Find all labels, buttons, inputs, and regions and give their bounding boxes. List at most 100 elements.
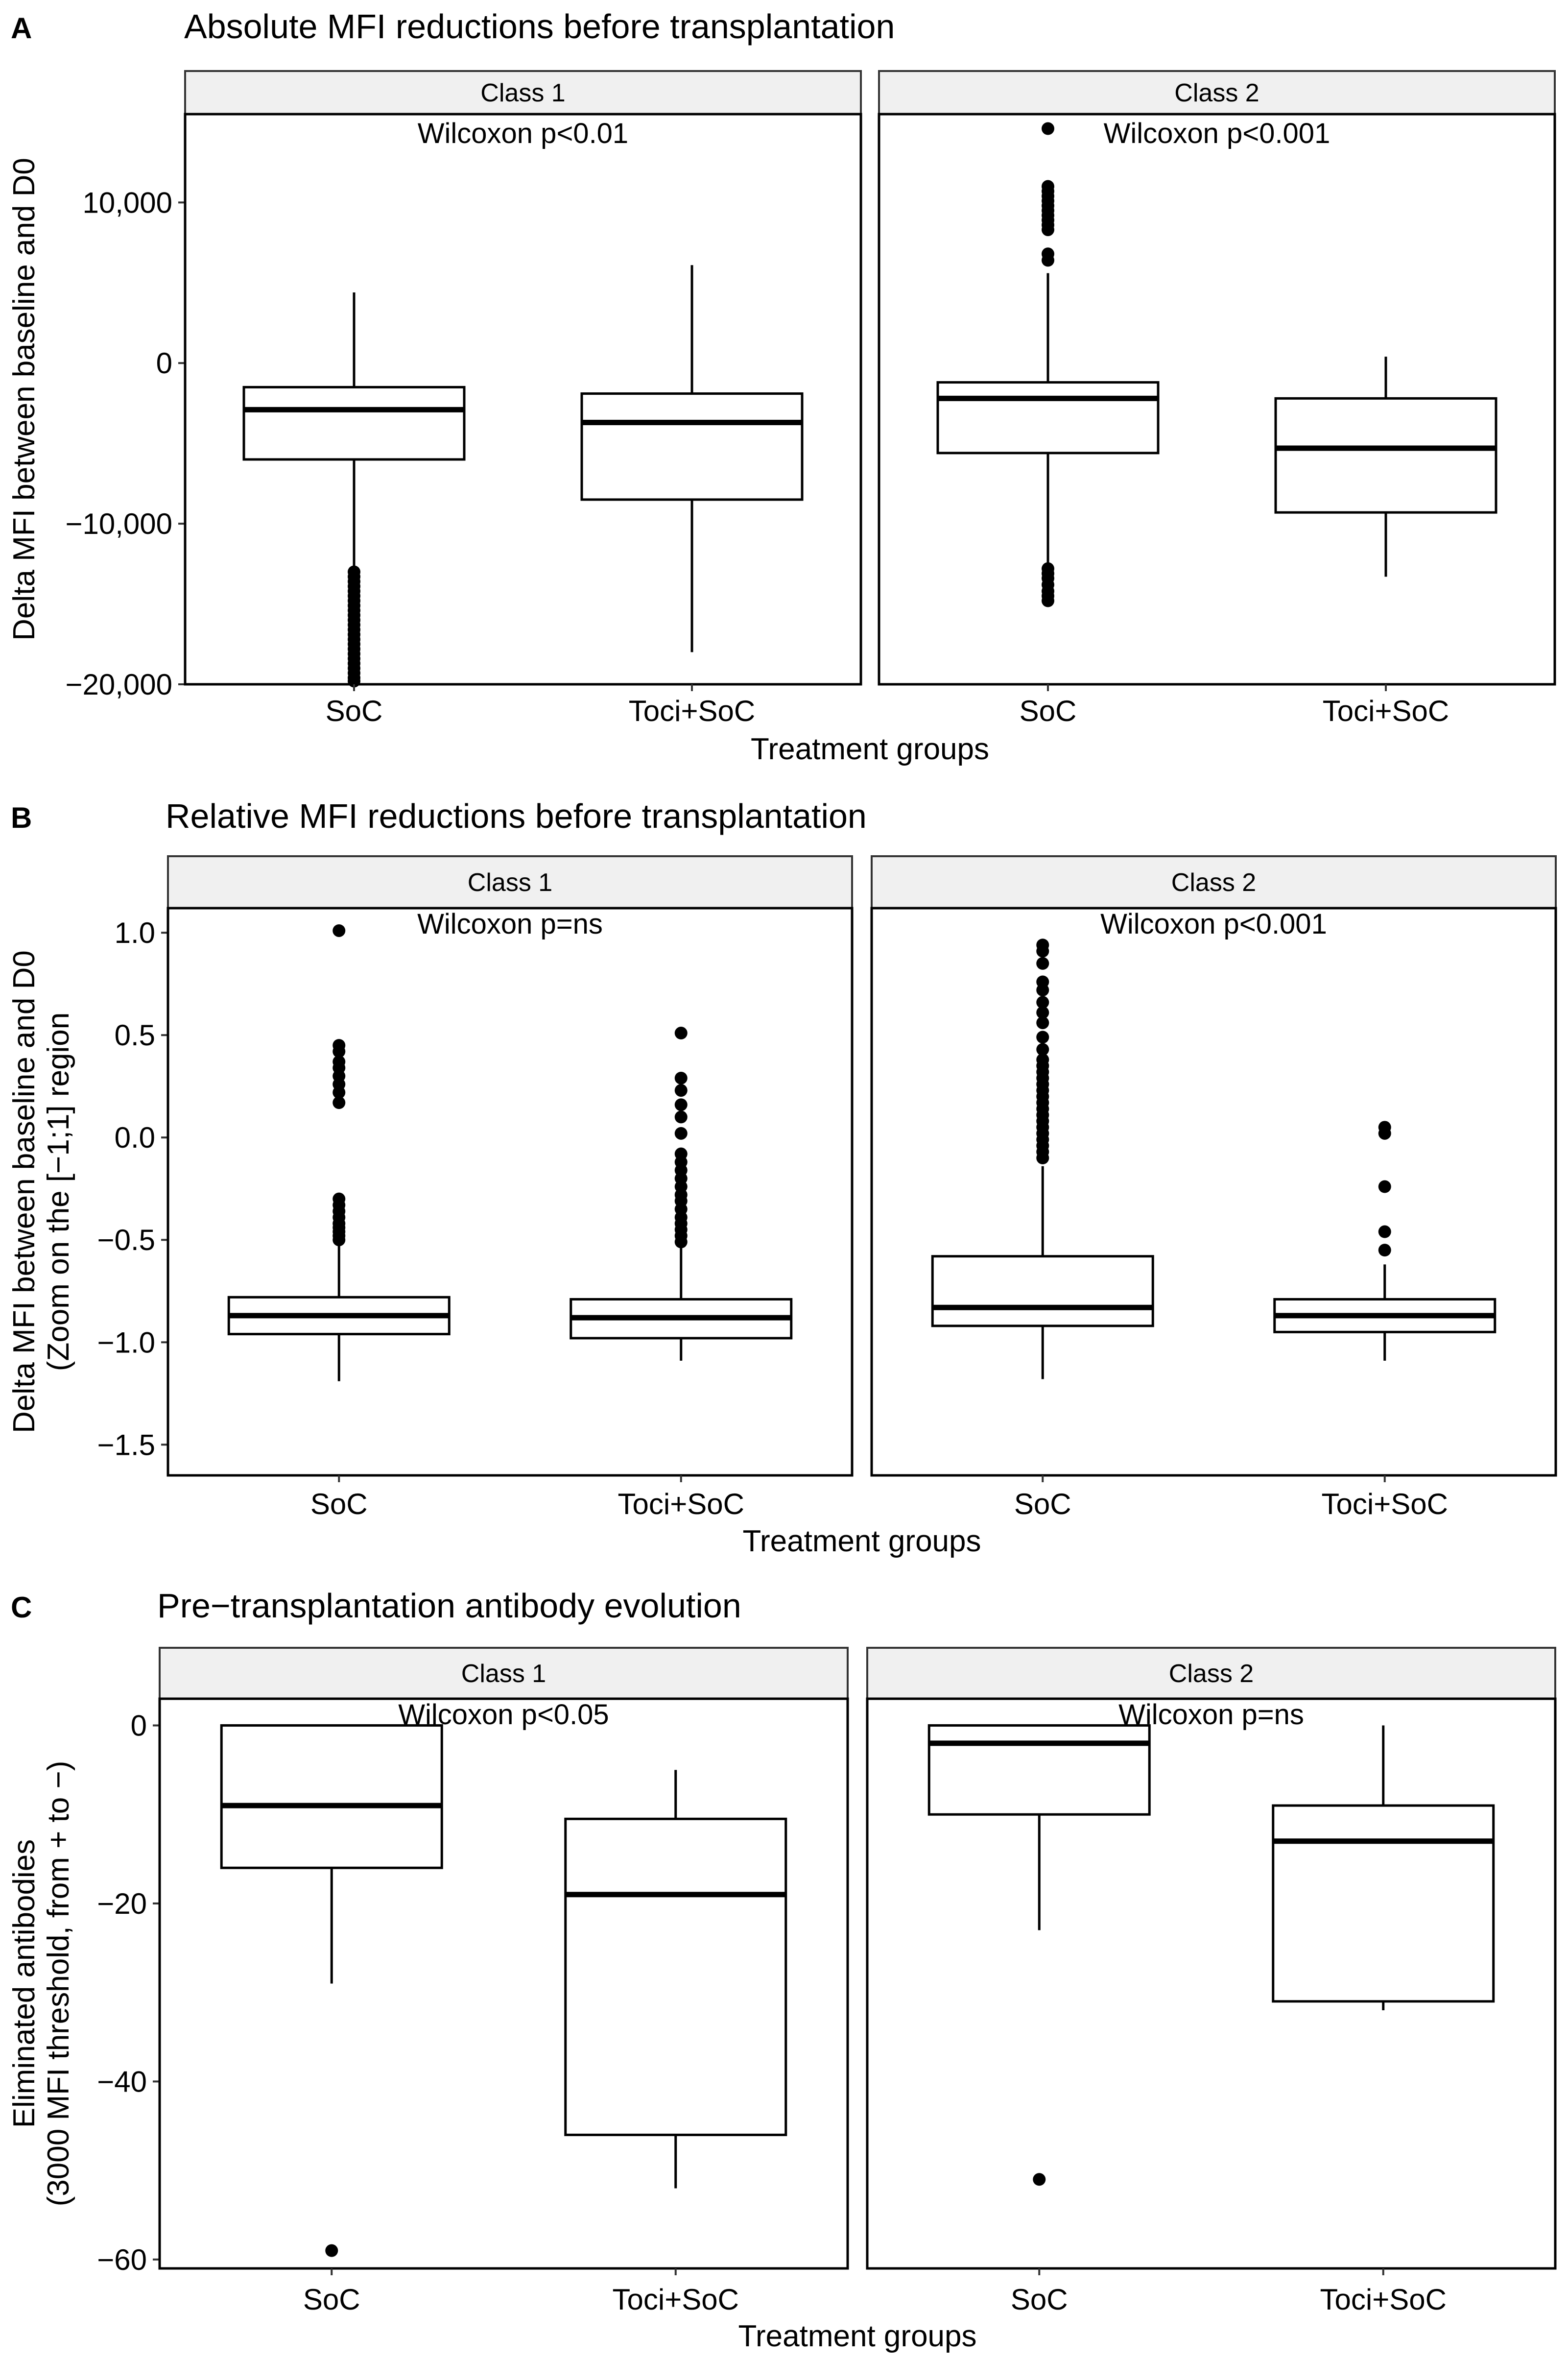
box [1272,1804,1495,2003]
outlier-point [674,1127,688,1140]
boxplot-soc [927,1724,1151,2186]
boxplot-soc [242,292,466,688]
y-tick-label: 0.0 [115,1121,155,1154]
outlier-point [1378,1244,1391,1257]
outlier-point [674,1110,688,1124]
box [927,1724,1151,1816]
facet-strip-label: Class 1 [468,868,552,897]
outlier-point [333,1045,346,1058]
outlier-point [674,1084,688,1097]
boxplot-toci-soc [1274,357,1497,577]
facet-strip [159,1647,849,1700]
boxplot-toci-soc [580,265,804,652]
y-tick-label: 10,000 [82,186,172,219]
y-tick-label: 0.5 [115,1019,155,1052]
outlier-point [1042,254,1054,267]
outlier-point [333,1096,346,1109]
panel-a: A Absolute MFI reductions before transpla… [7,7,1556,766]
boxplot-toci-soc [564,1770,787,2189]
box [931,1255,1154,1327]
y-tick-label: 1.0 [115,916,155,949]
x-tick-label: SoC [326,695,383,727]
outlier-point [1036,1016,1049,1030]
y-tick-label: −40 [97,2065,147,2098]
panel-b: B Relative MFI reductions before transpla… [7,797,1557,1558]
outlier-point [1036,957,1049,970]
facet-2: Class 2 Wilcoxon p<0.001 SoC Toci+SoC [878,70,1556,727]
outlier-point [1036,1031,1049,1044]
x-tick-label: Toci+SoC [1322,1488,1448,1520]
boxplot-soc [227,924,451,1381]
x-tick-label: Toci+SoC [613,2283,739,2316]
boxplot-toci-soc [1273,1121,1497,1361]
x-tick-label: Toci+SoC [1320,2283,1447,2316]
facet-strip [871,855,1557,909]
facet-strip-label: Class 2 [1174,79,1259,107]
box [220,1724,443,1869]
panel-label: C [11,1591,32,1624]
outlier-point [1378,1180,1391,1193]
y-tick-label: 0 [156,347,172,380]
box [242,385,466,461]
facet-strip-label: Class 1 [461,1660,546,1688]
x-tick-label: Toci+SoC [618,1488,744,1520]
panel-title: Absolute MFI reductions before transplan… [184,7,895,46]
outlier-point [1042,223,1054,237]
box [936,381,1160,455]
y-tick-label: −0.5 [97,1224,155,1256]
x-axis-title: Treatment groups [738,2319,976,2353]
facet-strip-label: Class 2 [1169,1660,1254,1688]
outlier-point [674,1098,688,1111]
outlier-point [333,1233,346,1247]
boxplot-soc [220,1724,443,2257]
facet-strip [866,1647,1556,1700]
panel-label: A [11,12,32,45]
box [564,1817,787,2136]
x-tick-label: SoC [1011,2283,1068,2316]
y-axis-title: Delta MFI between baseline and D0 [7,950,41,1433]
y-tick-label: 0 [131,1710,147,1742]
y-tick-label: −20,000 [65,668,172,701]
y-tick-label: −10,000 [65,507,172,540]
outlier-point [1378,1225,1391,1238]
outlier-point [1036,996,1049,1009]
y-tick-label: −1.5 [97,1428,155,1461]
outlier-point [1036,1006,1049,1019]
panel-title: Relative MFI reductions before transplan… [166,797,867,835]
wilcoxon-annotation: Wilcoxon p=ns [417,908,603,940]
facet-strip-label: Class 2 [1171,868,1256,897]
y-axis-title: (3000 MFI threshold, from + to −) [42,1761,75,2207]
x-tick-label: Toci+SoC [629,695,755,727]
x-tick-label: Toci+SoC [1323,695,1449,727]
facet-2: Class 2 Wilcoxon p<0.001 SoC Toci+SoC [870,855,1557,1520]
outlier-point [1036,1043,1049,1056]
outlier-point [1033,2173,1046,2186]
outlier-point [1036,944,1049,958]
wilcoxon-annotation: Wilcoxon p<0.001 [1100,908,1327,940]
boxplot-toci-soc [1272,1725,1495,2011]
facet-strip-label: Class 1 [480,79,565,107]
x-tick-label: SoC [1020,695,1077,727]
plot-panel [870,907,1557,1477]
y-axis-title: Delta MFI between baseline and D0 [7,158,41,641]
outlier-point [1042,122,1054,135]
x-tick-label: SoC [303,2283,360,2316]
facet-1: Class 1 Wilcoxon p<0.01 SoC Toci+SoC [184,70,862,727]
facet-strip [878,70,1556,115]
x-axis-title: Treatment groups [742,1524,981,1558]
wilcoxon-annotation: Wilcoxon p<0.01 [418,118,628,149]
boxplot-toci-soc [570,1027,793,1361]
outlier-point [674,1027,688,1040]
box [580,392,804,501]
outlier-point [1036,1152,1049,1165]
wilcoxon-annotation: Wilcoxon p<0.001 [1104,118,1330,149]
outlier-point [325,2244,338,2257]
y-tick-label: −20 [97,1887,147,1920]
y-axis-title: Eliminated antibodies [7,1839,41,2128]
box [1274,397,1497,514]
y-tick-label: −1.0 [97,1326,155,1359]
outlier-point [674,1071,688,1084]
